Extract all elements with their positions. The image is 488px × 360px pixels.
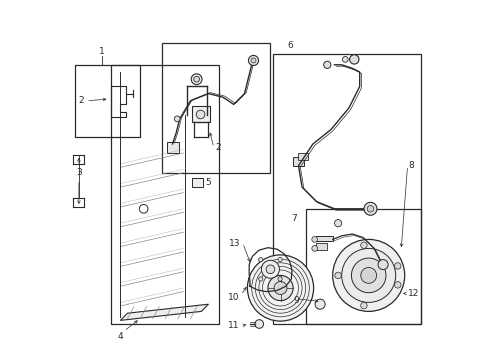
Circle shape [254,320,263,328]
Circle shape [323,61,330,68]
Circle shape [248,55,258,66]
Text: 8: 8 [407,161,413,170]
Circle shape [277,277,282,281]
Bar [192,178,203,187]
Text: 10: 10 [227,292,239,302]
Bar [292,157,303,166]
Circle shape [265,265,274,274]
Circle shape [258,257,263,262]
Bar [111,65,219,324]
Circle shape [360,267,376,283]
Circle shape [366,206,373,212]
Circle shape [377,260,387,270]
Circle shape [341,248,395,302]
Circle shape [311,237,317,242]
Circle shape [360,302,366,309]
Circle shape [193,76,199,82]
Circle shape [349,55,358,64]
Bar [273,54,420,324]
Circle shape [332,239,404,311]
Polygon shape [120,304,208,320]
Text: 5: 5 [205,178,211,187]
Circle shape [267,275,292,301]
Circle shape [351,258,385,293]
Circle shape [277,257,282,262]
Circle shape [342,57,347,62]
Circle shape [247,255,313,321]
Text: 1: 1 [99,47,105,56]
Text: 2: 2 [215,143,221,152]
Text: 7: 7 [290,214,296,223]
Bar [316,236,332,241]
Circle shape [334,272,341,279]
Circle shape [311,246,317,251]
Circle shape [196,110,204,119]
Text: 9: 9 [292,296,298,305]
Circle shape [174,116,180,122]
Text: 2: 2 [79,96,84,105]
Circle shape [314,299,325,309]
Bar [297,153,307,160]
Circle shape [334,220,341,227]
Circle shape [191,74,202,85]
Text: 13: 13 [229,238,241,248]
Text: 6: 6 [287,40,293,49]
Bar [305,209,420,324]
Bar [167,142,179,153]
Text: 11: 11 [227,321,239,330]
Text: 12: 12 [407,289,419,298]
Circle shape [273,282,286,294]
Text: 3: 3 [76,168,81,177]
Bar [316,243,326,250]
Bar [75,65,140,137]
Circle shape [258,277,263,281]
Circle shape [363,202,376,215]
Circle shape [261,260,279,278]
Circle shape [394,263,400,269]
Circle shape [394,282,400,288]
Text: 4: 4 [117,332,123,341]
Bar [162,43,269,173]
Bar [192,106,210,122]
Circle shape [250,58,256,63]
Circle shape [360,242,366,248]
